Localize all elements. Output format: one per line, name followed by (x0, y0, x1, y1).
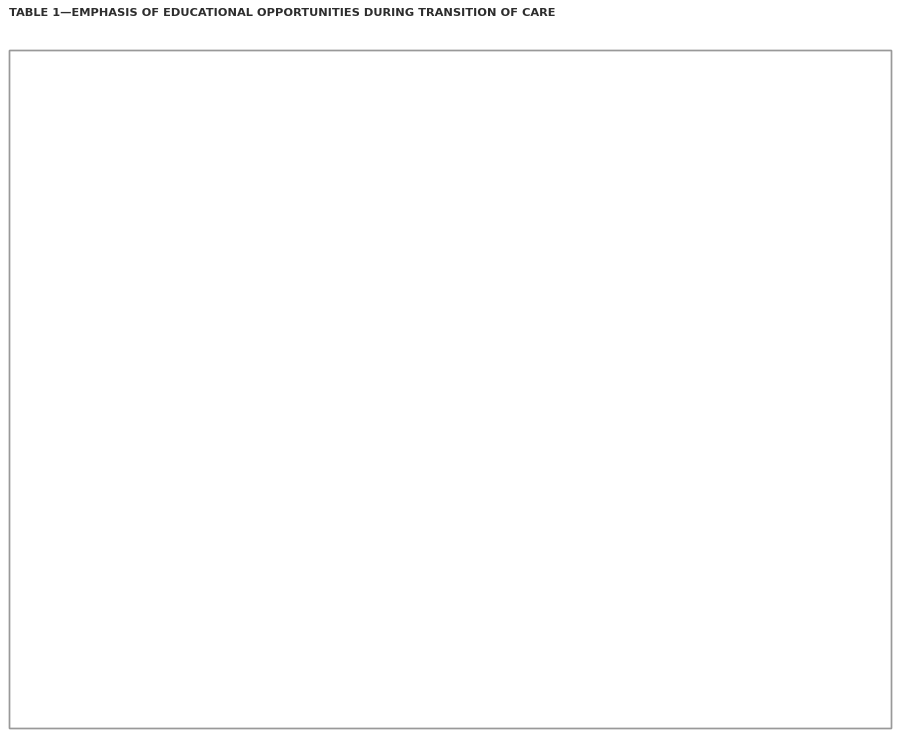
Text: Newer treatments strategies with the antibiotic fidaxomicin can create barriers : Newer treatments strategies with the ant… (337, 325, 816, 335)
Bar (331, 77, 891, 139)
Bar (331, 682, 891, 728)
Bar (331, 318, 891, 378)
Bar (9, 77, 331, 139)
Bar (331, 467, 891, 503)
Text: Tapering or pulsed treatment: Tapering or pulsed treatment (15, 629, 177, 639)
Text: Handwashing: Handwashing (15, 83, 91, 94)
Text: PREVENTION: PREVENTION (15, 56, 101, 69)
Text: 10-day course of vancomycin: 10-day course of vancomycin (337, 582, 501, 592)
Bar (9, 562, 331, 622)
Text: First recurrence of CDI with a 10-day course of fidaxomicin rather than a standa: First recurrence of CDI with a 10-day co… (337, 568, 795, 579)
Text: Referral for fecal transplantation: Referral for fecal transplantation (15, 689, 197, 699)
Text: Formulary Considerations: Formulary Considerations (15, 265, 158, 274)
Text: TREATMENT: TREATMENT (15, 237, 94, 250)
Text: light switches,  doorknobs and faucet handles with a 1:10 bleach solution (1 cup: light switches, doorknobs and faucet han… (337, 160, 786, 170)
Text: vancomycin therapy using a tapered and pulsed regimen: vancomycin therapy using a tapered and p… (337, 643, 657, 652)
Text: RECURRENCE: RECURRENCE (15, 447, 104, 460)
Text: C. difficile: C. difficile (377, 97, 432, 107)
Text: There are insufficient data at this time to recommend administration of probioti: There are insufficient data at this time… (337, 385, 794, 395)
Bar (9, 682, 331, 728)
Bar (331, 139, 891, 231)
Text: Surface decontamination: Surface decontamination (15, 146, 156, 156)
Text: Antibiotic treatment options for patients with >1 recurrence of CDI include oral: Antibiotic treatment options for patient… (337, 629, 778, 639)
Text: Probiotics: Probiotics (15, 385, 69, 395)
Bar (9, 139, 331, 231)
Bar (9, 467, 331, 562)
Text: First recurrence management: First recurrence management (15, 568, 181, 579)
Bar (331, 622, 891, 682)
Text: of oral vancomycin tablet should be considered for completion of course: of oral vancomycin tablet should be cons… (337, 278, 742, 288)
Text: Patients can be started on oral vancomycin for injection during their hospital s: Patients can be started on oral vancomyc… (337, 265, 825, 274)
Bar (331, 503, 891, 562)
Bar (331, 378, 891, 441)
Bar (9, 441, 891, 467)
Bar (9, 622, 331, 682)
Text: sion of: sion of (337, 97, 377, 107)
Text: Affordability of medication: Affordability of medication (15, 325, 163, 335)
Text: cause CDI versus treat CDI: cause CDI versus treat CDI (337, 524, 486, 534)
Text: TABLE 1—EMPHASIS OF EDUCATIONAL OPPORTUNITIES DURING TRANSITION OF CARE: TABLE 1—EMPHASIS OF EDUCATIONAL OPPORTUN… (9, 8, 555, 18)
Bar (9, 50, 891, 77)
Text: Make one bathroom in your house for your use only. Clean the bathroom including: Make one bathroom in your house for your… (337, 146, 797, 156)
Bar (9, 231, 891, 257)
Bar (9, 257, 331, 318)
Text: Hand hygiene is considered to be one of the cornerstones of prevention of transm: Hand hygiene is considered to be one of … (337, 83, 808, 94)
Bar (9, 378, 331, 441)
Text: Stopping offending agents: Stopping offending agents (15, 475, 163, 484)
Text: on insurance denials or high co-pays: on insurance denials or high co-pays (337, 338, 543, 349)
Text: bleach, 9 cups water).: bleach, 9 cups water). (337, 173, 461, 184)
Bar (9, 318, 331, 378)
Text: PPIs (see next page): PPIs (see next page) (337, 475, 451, 484)
Text: Antibiotics—Assuring patients understand the difference between antibiotics whic: Antibiotics—Assuring patients understand… (337, 511, 803, 520)
Bar (331, 257, 891, 318)
Text: After 2-3 CDI episodes fecal microbiota transplantation may be a consideration: After 2-3 CDI episodes fecal microbiota … (337, 689, 778, 699)
Bar (331, 562, 891, 622)
